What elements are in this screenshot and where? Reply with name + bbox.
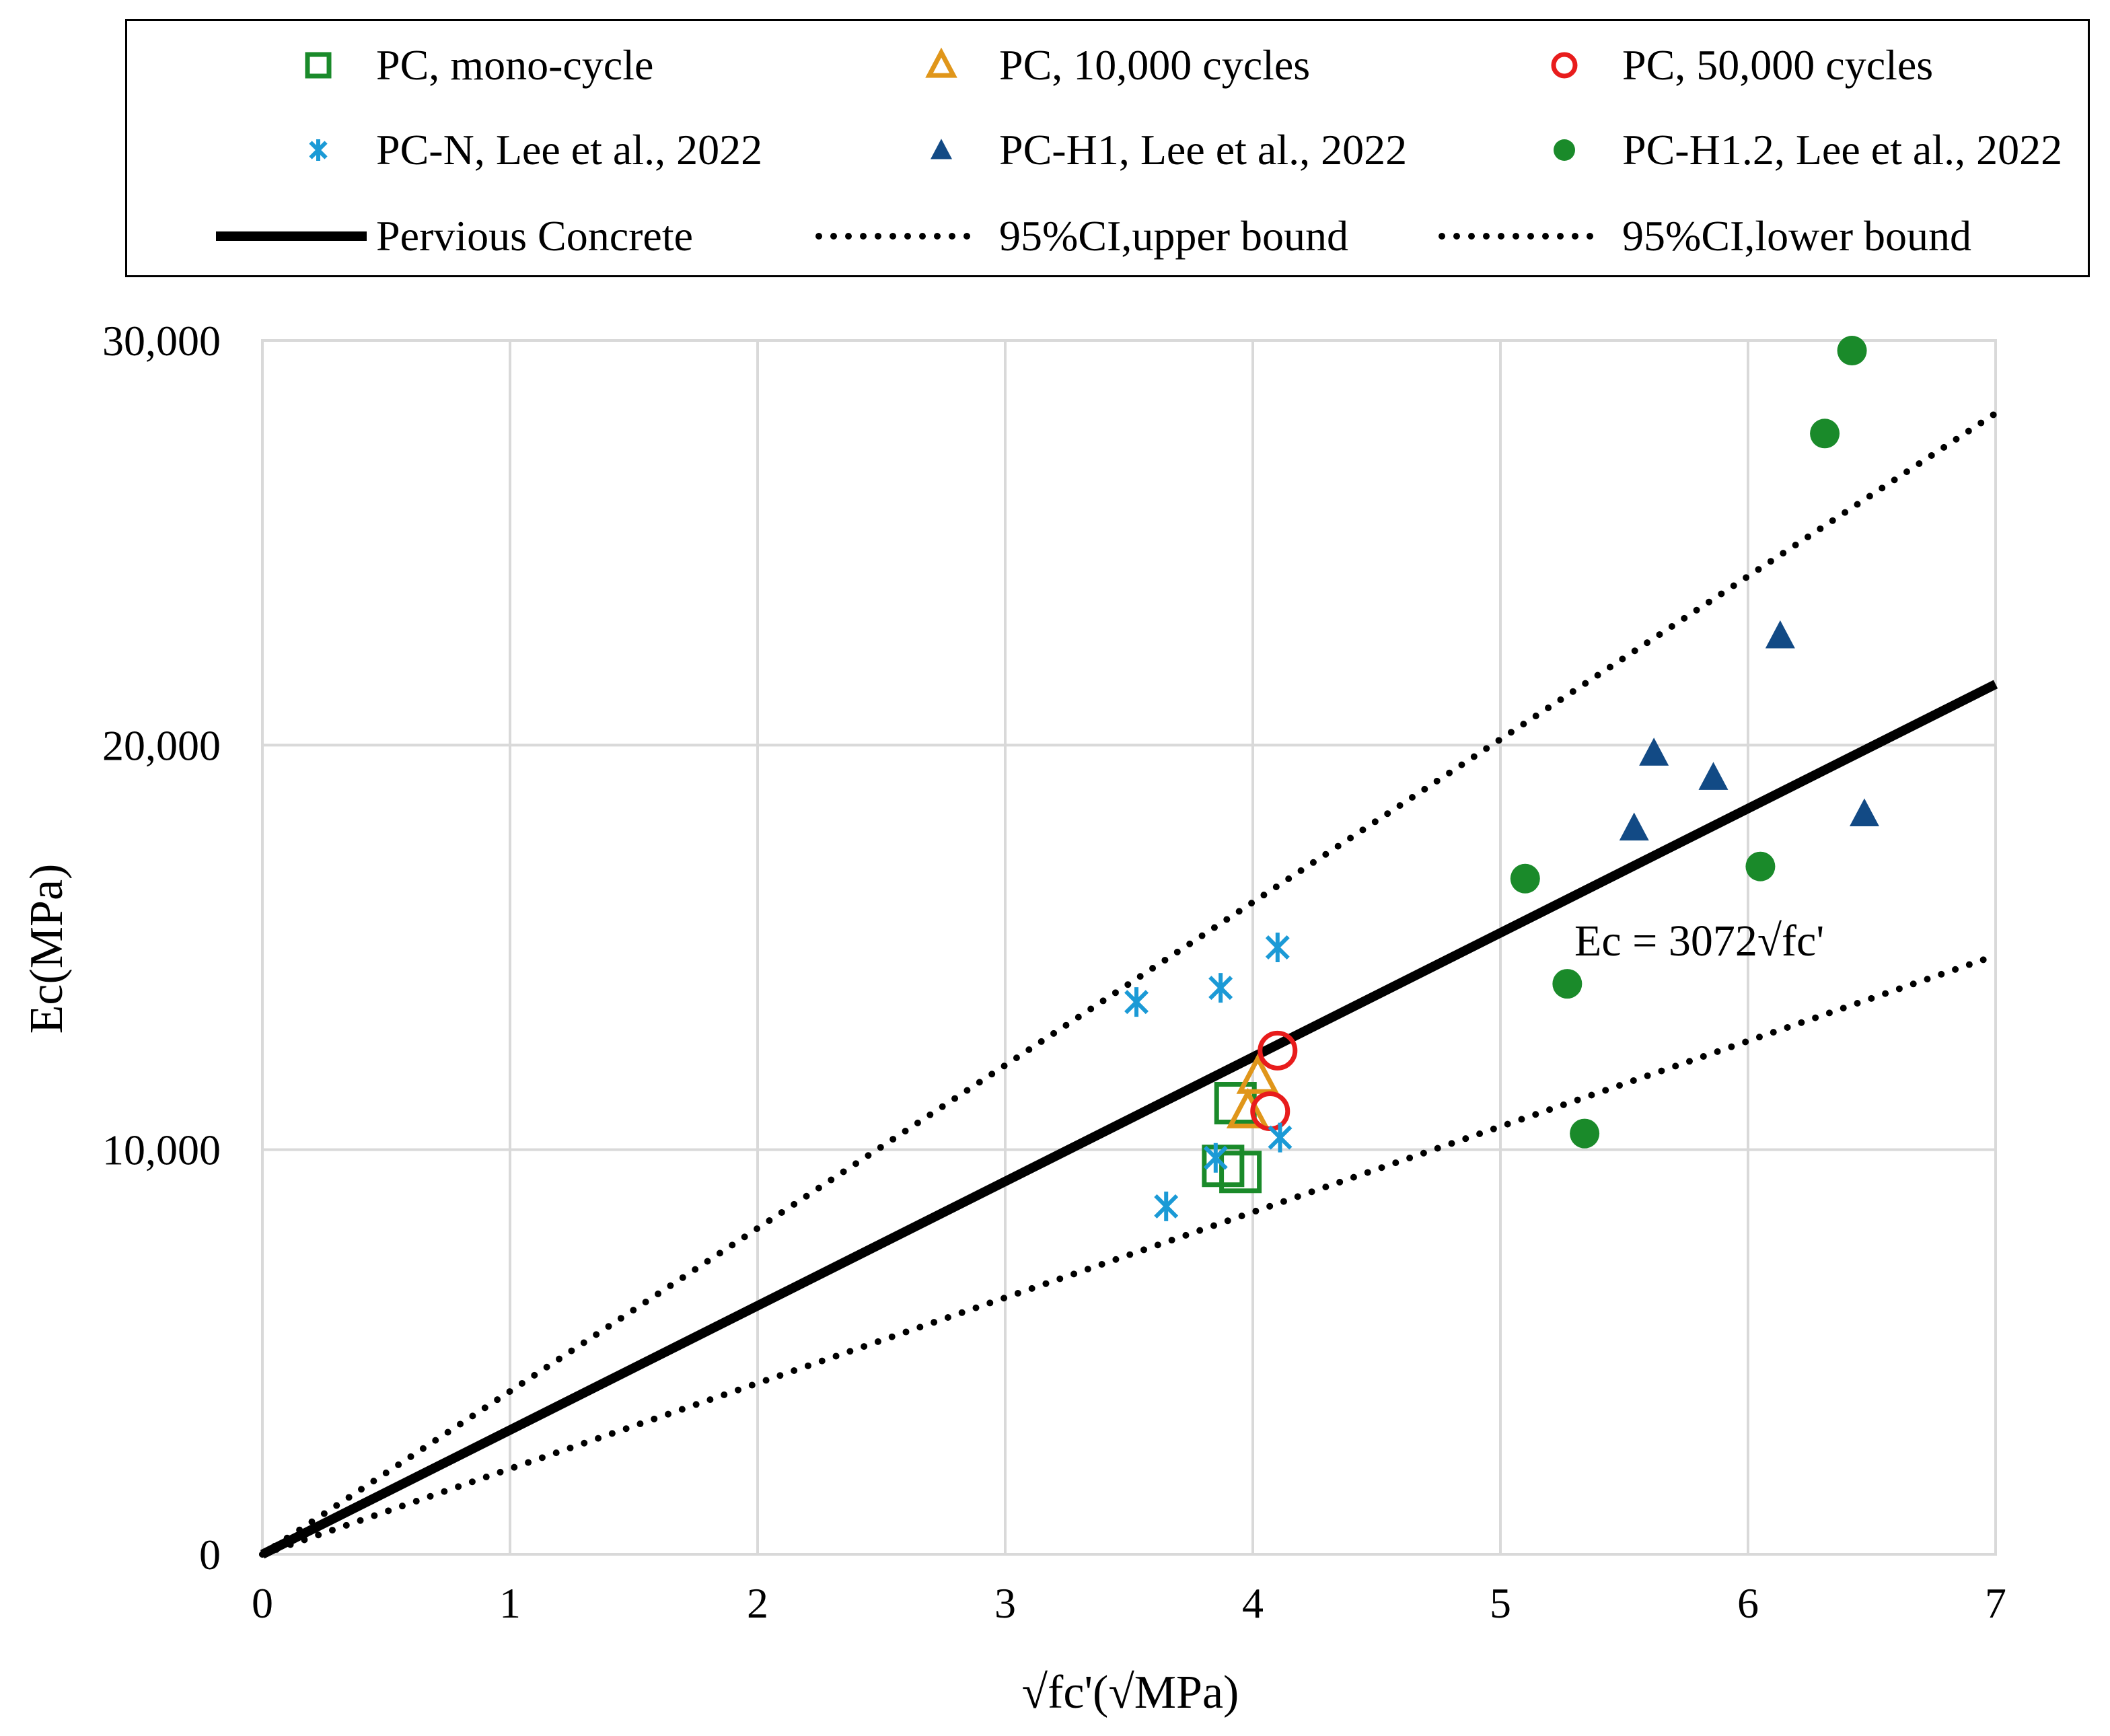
equation-annotation: Ec = 3072√fc' bbox=[1574, 916, 1824, 966]
legend-marker bbox=[309, 139, 328, 161]
legend-label: Pervious Concrete bbox=[376, 212, 693, 260]
legend-marker bbox=[1551, 52, 1578, 79]
y-tick-label: 0 bbox=[199, 1531, 221, 1579]
y-tick-label: 20,000 bbox=[102, 721, 221, 769]
legend-item: Pervious Concrete bbox=[127, 215, 2088, 295]
data-point-circle-filled bbox=[1745, 851, 1776, 881]
data-point-square-open bbox=[1219, 1151, 1262, 1194]
data-point-asterisk bbox=[1124, 987, 1149, 1017]
data-point-asterisk bbox=[1203, 1143, 1228, 1173]
plot-area-border bbox=[261, 339, 1997, 1556]
legend-label: PC, 50,000 cycles bbox=[1622, 41, 1934, 89]
data-point-triangle-open bbox=[1226, 1087, 1270, 1128]
data-points bbox=[1124, 336, 1879, 1221]
legend-label: PC, 10,000 cycles bbox=[999, 41, 1311, 89]
legend-label: PC-N, Lee et al., 2022 bbox=[376, 126, 763, 174]
data-point-circle-filled bbox=[1552, 969, 1582, 999]
legend-item: 95%CI,lower bound bbox=[127, 215, 2088, 295]
x-axis-label: √fc'(√MPa) bbox=[1022, 1667, 1239, 1719]
legend-label: PC-H1, Lee et al., 2022 bbox=[999, 126, 1408, 174]
legend-symbol bbox=[1554, 139, 1575, 161]
x-tick-label: 0 bbox=[252, 1579, 273, 1627]
data-point-triangle-filled bbox=[1849, 798, 1879, 827]
x-tick-label: 6 bbox=[1737, 1579, 1759, 1627]
legend-item: PC, 50,000 cycles bbox=[127, 44, 2088, 124]
y-axis-label: Ec(MPa) bbox=[21, 864, 73, 1034]
legend-symbol bbox=[309, 139, 328, 161]
y-tick-label: 30,000 bbox=[102, 317, 221, 365]
legend-marker bbox=[1554, 139, 1575, 161]
legend-item: 95%CI,upper bound bbox=[127, 215, 2088, 295]
legend-item: PC-H1.2, Lee et al., 2022 bbox=[127, 129, 2088, 209]
tick-labels: 0 1 2 3 4 5 6 7 0 10,000 20,000 30,000 bbox=[102, 317, 2006, 1627]
data-point-circle-filled bbox=[1810, 419, 1840, 449]
legend-symbol bbox=[1551, 52, 1578, 79]
line-95-ci-lower-bound bbox=[259, 952, 1999, 1558]
data-point-circle-filled bbox=[1570, 1118, 1600, 1149]
legend-item: PC, 10,000 cycles bbox=[127, 44, 2088, 124]
data-point-triangle-filled bbox=[1765, 620, 1795, 649]
data-point-triangle-filled bbox=[1639, 737, 1669, 766]
data-point-circle-open bbox=[1258, 1030, 1298, 1071]
data-point-circle-filled bbox=[1510, 863, 1540, 894]
legend-item: PC-H1, Lee et al., 2022 bbox=[127, 129, 2088, 209]
legend-marker bbox=[931, 139, 952, 159]
line-95-ci-upper-bound bbox=[259, 410, 1999, 1558]
legend-symbol bbox=[1439, 233, 1596, 240]
legend-label: 95%CI,upper bound bbox=[999, 212, 1349, 260]
legend-symbol bbox=[931, 139, 952, 159]
x-tick-label: 5 bbox=[1490, 1579, 1511, 1627]
legend-item: PC, mono-cycle bbox=[127, 44, 2088, 124]
data-point-circle-filled bbox=[1837, 336, 1867, 366]
legend-symbol bbox=[815, 233, 973, 240]
data-point-asterisk bbox=[1208, 973, 1233, 1003]
fit-lines bbox=[259, 410, 1999, 1559]
legend-symbol bbox=[925, 47, 957, 78]
x-tick-label: 7 bbox=[1985, 1579, 2006, 1627]
legend-item: PC-N, Lee et al., 2022 bbox=[127, 129, 2088, 209]
x-tick-label: 1 bbox=[499, 1579, 521, 1627]
legend: PC, mono-cycle PC, 10,000 cycles PC, 50,00… bbox=[125, 19, 2090, 277]
legend-label: PC-H1.2, Lee et al., 2022 bbox=[1622, 126, 2063, 174]
legend-marker bbox=[305, 52, 332, 79]
legend-symbol bbox=[216, 231, 367, 241]
data-point-triangle-filled bbox=[1698, 762, 1729, 790]
legend-label: PC, mono-cycle bbox=[376, 41, 654, 89]
data-point-asterisk bbox=[1268, 1122, 1293, 1153]
legend-label: 95%CI,lower bound bbox=[1622, 212, 1972, 260]
data-point-triangle-filled bbox=[1619, 812, 1649, 841]
data-point-asterisk bbox=[1265, 933, 1290, 962]
legend-marker bbox=[925, 47, 957, 78]
data-point-asterisk bbox=[1154, 1191, 1179, 1221]
x-tick-label: 4 bbox=[1242, 1579, 1264, 1627]
line-pervious-concrete bbox=[260, 680, 1998, 1559]
x-tick-label: 3 bbox=[994, 1579, 1016, 1627]
y-tick-label: 10,000 bbox=[102, 1126, 221, 1174]
x-tick-label: 2 bbox=[747, 1579, 768, 1627]
legend-symbol bbox=[305, 52, 332, 79]
data-point-triangle-open bbox=[1236, 1053, 1280, 1094]
